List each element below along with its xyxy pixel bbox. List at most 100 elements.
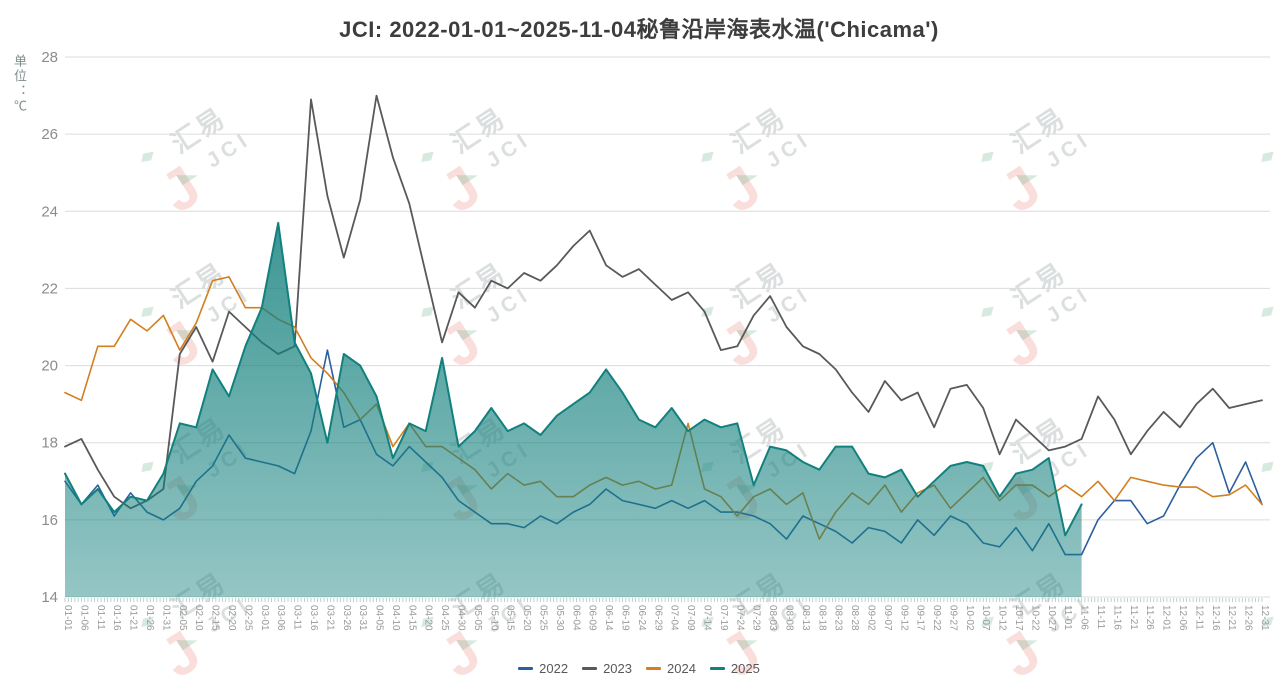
legend-item-2022[interactable]: 2022 [518, 661, 568, 676]
x-tick-label: 04-25 [439, 605, 450, 631]
x-tick-label: 06-14 [603, 605, 614, 631]
x-tick-label: 02-05 [177, 605, 188, 631]
x-tick-label: 03-26 [341, 605, 352, 631]
x-tick-label: 07-24 [734, 605, 745, 631]
x-tick-label: 11-06 [1079, 605, 1090, 630]
x-tick-label: 10-02 [964, 605, 975, 631]
y-tick-label: 20 [41, 358, 58, 375]
x-tick-label: 09-07 [882, 605, 893, 631]
x-tick-label: 03-21 [324, 605, 335, 631]
x-tick-label: 08-28 [849, 605, 860, 631]
y-tick-label: 24 [41, 203, 58, 220]
x-tick-label: 02-10 [193, 605, 204, 631]
x-tick-label: 11-21 [1128, 605, 1139, 630]
x-tick-label: 08-18 [816, 605, 827, 631]
legend-label: 2024 [667, 661, 696, 676]
x-tick-label: 04-30 [456, 605, 467, 631]
x-tick-label: 09-22 [931, 605, 942, 631]
y-tick-label: 22 [41, 280, 58, 297]
y-axis-unit-label: 单位：℃ [12, 54, 27, 114]
x-tick-label: 01-16 [111, 605, 122, 631]
x-tick-label: 09-12 [898, 605, 909, 631]
x-tick-label: 06-29 [652, 605, 663, 631]
x-tick-label: 09-27 [947, 605, 958, 631]
x-tick-label: 11-16 [1111, 605, 1122, 630]
x-tick-label: 10-22 [1029, 605, 1040, 631]
x-tick-label: 12-11 [1193, 605, 1204, 630]
x-tick-label: 12-01 [1161, 605, 1172, 631]
x-tick-label: 07-09 [685, 605, 696, 631]
x-tick-label: 01-21 [128, 605, 139, 631]
x-tick-label: 04-20 [423, 605, 434, 631]
svg-text:J: J [990, 308, 1052, 380]
x-tick-label: 01-31 [160, 605, 171, 631]
legend-label: 2025 [730, 661, 760, 676]
x-tick-label: 02-15 [210, 605, 221, 631]
legend-swatch [582, 667, 598, 670]
x-tick-label: 12-31 [1259, 605, 1270, 631]
x-tick-label: 08-23 [833, 605, 844, 631]
legend-item-2023[interactable]: 2023 [582, 661, 632, 676]
series-line-2025 [64, 221, 1083, 537]
x-tick-label: 03-01 [259, 605, 270, 631]
x-tick-label: 08-13 [800, 605, 811, 631]
legend-swatch [646, 667, 661, 670]
x-tick-label: 07-19 [718, 605, 729, 631]
x-tick-label: 07-14 [701, 605, 712, 631]
legend-item-2025[interactable]: 2025 [709, 661, 760, 676]
legend-label: 2023 [603, 661, 632, 676]
x-tick-label: 09-17 [915, 605, 926, 631]
x-tick-label: 03-06 [275, 605, 286, 631]
x-tick-label: 05-10 [488, 605, 499, 631]
x-tick-label: 03-31 [357, 605, 368, 631]
x-tick-label: 09-02 [865, 605, 876, 631]
x-tick-label: 06-24 [636, 605, 647, 631]
x-tick-label: 06-04 [570, 605, 581, 631]
x-tick-label: 01-01 [62, 605, 73, 631]
x-tick-label: 04-05 [374, 605, 385, 631]
x-tick-label: 05-15 [505, 605, 516, 631]
x-tick-label: 12-06 [1177, 605, 1188, 631]
y-tick-label: 26 [41, 126, 58, 143]
x-axis-labels: 01-01 01-06 01-11 01-16 01-21 01-26 01-31 02-05… [62, 605, 1270, 631]
x-tick-label: 07-04 [669, 605, 680, 631]
x-tick-label: 10-07 [980, 605, 991, 631]
svg-text:J: J [990, 153, 1052, 225]
x-day-ticks [64, 598, 1263, 602]
legend-swatch [518, 667, 534, 670]
x-tick-label: 03-16 [308, 605, 319, 631]
x-tick-label: 10-12 [997, 605, 1008, 631]
x-tick-label: 08-08 [783, 605, 794, 631]
y-tick-label: 16 [41, 512, 58, 529]
y-tick-label: 18 [41, 435, 58, 452]
x-tick-label: 04-15 [406, 605, 417, 631]
x-tick-label: 02-25 [242, 605, 253, 631]
svg-text:J: J [1270, 308, 1278, 380]
legend-swatch [709, 667, 725, 670]
x-tick-label: 02-20 [226, 605, 237, 631]
y-tick-label: 28 [41, 49, 58, 66]
legend-label: 2022 [539, 661, 569, 676]
legend-item-2024[interactable]: 2024 [646, 661, 696, 676]
legend: 2022 2023 2024 2025 [0, 661, 1278, 676]
svg-text:J: J [1270, 463, 1278, 535]
x-tick-label: 05-05 [472, 605, 483, 631]
y-tick-label: 14 [41, 589, 58, 606]
x-tick-label: 10-17 [1013, 605, 1024, 631]
x-tick-label: 12-26 [1243, 605, 1254, 631]
x-tick-label: 12-16 [1210, 605, 1221, 631]
svg-text:J: J [430, 153, 492, 225]
x-tick-label: 05-25 [538, 605, 549, 631]
svg-text:J: J [1270, 153, 1278, 225]
x-tick-label: 11-11 [1095, 605, 1106, 630]
